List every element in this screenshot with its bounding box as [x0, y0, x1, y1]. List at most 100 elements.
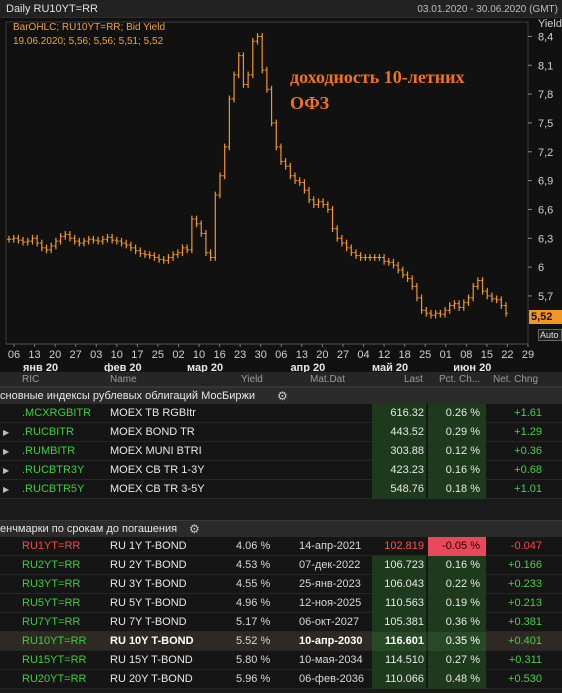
ric-cell[interactable]: RU7YT=RR — [22, 616, 81, 628]
pct-change-cell: 0.16 % — [428, 556, 486, 575]
x-tick-label: 27 — [70, 349, 82, 361]
ric-cell[interactable]: RU20YT=RR — [22, 673, 87, 685]
maturity-cell: 07-дек-2022 — [299, 559, 361, 571]
table-row[interactable]: ▶ .RUMBITR MOEX MUNI BTRI 303.88 0.12 % +0.36 — [0, 442, 562, 461]
group-spacer — [0, 499, 562, 520]
y-axis-title: Yield — [537, 18, 562, 30]
grid-header: RIC Name Yield Mat.Dat Last Pct. Ch... N… — [0, 372, 562, 387]
net-change-cell: +0.166 — [508, 559, 542, 571]
col-ric-header[interactable]: RIC — [22, 374, 40, 385]
yield-cell: 5.17 % — [236, 616, 271, 628]
table-row[interactable]: RU3YT=RR RU 3Y T-BOND 4.55 % 25-янв-2023 106… — [0, 575, 562, 594]
table-row[interactable]: ▶ .RUCBTR5Y MOEX CB TR 3-5Y 548.76 0.18 % +1.… — [0, 480, 562, 499]
name-cell: MOEX CB TR 1-3Y — [110, 464, 205, 476]
x-tick-label: 02 — [172, 349, 184, 361]
name-cell: MOEX MUNI BTRI — [110, 445, 202, 457]
y-tick-label: 6 — [538, 262, 544, 274]
pct-change-cell: 0.29 % — [428, 423, 486, 442]
maturity-cell: 14-апр-2021 — [299, 540, 362, 552]
chart-area[interactable]: 8,4 8,1 7,8 7,5 7,2 6,9 6,6 6,3 6 5,7 06 13 20 27 03 10… — [0, 18, 562, 372]
yield-cell: 5.52 % — [236, 635, 271, 647]
expand-arrow-icon[interactable]: ▶ — [3, 447, 10, 456]
group-header-indices[interactable]: сновные индексы рублевых облигаций МосБи… — [0, 387, 562, 404]
pct-change-cell: 0.19 % — [428, 594, 486, 613]
annotation-line-2: ОФЗ — [290, 93, 330, 113]
maturity-cell: 10-апр-2030 — [299, 635, 363, 647]
last-cell: 443.52 — [372, 423, 426, 442]
pct-change-cell: 0.26 % — [428, 404, 486, 423]
last-cell: 423.23 — [372, 461, 426, 480]
yield-cell: 5.80 % — [236, 654, 271, 666]
table-row[interactable]: ▶ .RUCBITR MOEX BOND TR 443.52 0.29 % +1.29 — [0, 423, 562, 442]
ric-cell[interactable]: RU2YT=RR — [22, 559, 81, 571]
net-change-cell: +1.01 — [514, 483, 542, 495]
col-net-header[interactable]: Net. Chng — [493, 374, 539, 385]
table-row[interactable]: ▶ .RUCBTR3Y MOEX CB TR 1-3Y 423.23 0.16 % +0.… — [0, 461, 562, 480]
pct-change-cell: 0.16 % — [428, 461, 486, 480]
pct-change-cell: 0.27 % — [428, 651, 486, 670]
chart-header: Daily RU10YT=RR 03.01.2020 - 30.06.2020 … — [0, 0, 562, 18]
col-last-header[interactable]: Last — [404, 374, 423, 385]
ric-cell[interactable]: RU10YT=RR — [22, 635, 87, 647]
name-cell: RU 15Y T-BOND — [110, 654, 193, 666]
table-row[interactable]: RU2YT=RR RU 2Y T-BOND 4.53 % 07-дек-2022 106… — [0, 556, 562, 575]
ric-cell[interactable]: RU5YT=RR — [22, 597, 81, 609]
date-range: 03.01.2020 - 30.06.2020 (GMT) — [417, 4, 558, 15]
ric-cell[interactable]: .RUMBITR — [22, 445, 76, 457]
chart-annotation: доходность 10-летних ОФЗ — [290, 64, 464, 116]
group-benchmarks-rows: RU1YT=RR RU 1Y T-BOND 4.06 % 14-апр-2021 102… — [0, 537, 562, 689]
net-change-cell: +0.401 — [508, 635, 542, 647]
table-row[interactable]: RU5YT=RR RU 5Y T-BOND 4.96 % 12-ноя-2025 110… — [0, 594, 562, 613]
gear-icon[interactable]: ⚙ — [189, 522, 200, 536]
table-row[interactable]: RU1YT=RR RU 1Y T-BOND 4.06 % 14-апр-2021 102… — [0, 537, 562, 556]
table-row[interactable]: RU7YT=RR RU 7Y T-BOND 5.17 % 06-окт-2027 105… — [0, 613, 562, 632]
y-tick-label: 7,5 — [538, 118, 553, 130]
pct-change-cell: 0.12 % — [428, 442, 486, 461]
ric-cell[interactable]: .RUCBTR5Y — [22, 483, 85, 495]
y-tick-label: 5,7 — [538, 291, 553, 303]
x-tick-label: 01 — [440, 349, 452, 361]
table-row[interactable]: RU20YT=RR RU 20Y T-BOND 5.96 % 06-фев-2036 1… — [0, 670, 562, 689]
name-cell: RU 5Y T-BOND — [110, 597, 187, 609]
group-header-benchmarks[interactable]: енчмарки по срокам до погашения ⚙ — [0, 520, 562, 537]
col-pct-header[interactable]: Pct. Ch... — [439, 374, 481, 385]
auto-scale-button[interactable]: Auto — [538, 329, 562, 341]
net-change-cell: +0.213 — [508, 597, 542, 609]
table-row[interactable]: RU15YT=RR RU 15Y T-BOND 5.80 % 10-мая-2034 1… — [0, 651, 562, 670]
gear-icon[interactable]: ⚙ — [277, 389, 288, 403]
ric-cell[interactable]: RU15YT=RR — [22, 654, 87, 666]
pct-change-cell: 0.18 % — [428, 480, 486, 499]
ric-cell[interactable]: .RUCBITR — [22, 426, 74, 438]
x-tick-label: 06 — [275, 349, 287, 361]
table-row[interactable]: RU10YT=RR RU 10Y T-BOND 5.52 % 10-апр-2030 1… — [0, 632, 562, 651]
maturity-cell: 12-ноя-2025 — [299, 597, 362, 609]
name-cell: RU 1Y T-BOND — [110, 540, 187, 552]
group-title: енчмарки по срокам до погашения — [0, 523, 178, 535]
yield-cell: 5.96 % — [236, 673, 271, 685]
x-tick-label: 16 — [213, 349, 225, 361]
ric-cell[interactable]: RU3YT=RR — [22, 578, 81, 590]
maturity-cell: 06-окт-2027 — [299, 616, 360, 628]
yield-cell: 4.96 % — [236, 597, 271, 609]
ric-cell[interactable]: .MCXRGBITR — [22, 407, 92, 419]
name-cell: MOEX TB RGBItr — [110, 407, 196, 419]
x-tick-label: 18 — [399, 349, 411, 361]
pct-change-cell: 0.22 % — [428, 575, 486, 594]
ric-cell[interactable]: RU1YT=RR — [22, 540, 81, 552]
col-yield-header[interactable]: Yield — [241, 374, 263, 385]
expand-arrow-icon[interactable]: ▶ — [3, 466, 10, 475]
net-change-cell: +0.233 — [508, 578, 542, 590]
price-chart[interactable]: 8,4 8,1 7,8 7,5 7,2 6,9 6,6 6,3 6 5,7 06 13 20 27 03 10… — [0, 18, 562, 372]
expand-arrow-icon[interactable]: ▶ — [3, 428, 10, 437]
ric-cell[interactable]: .RUCBTR3Y — [22, 464, 85, 476]
maturity-cell: 10-мая-2034 — [299, 654, 363, 666]
net-change-cell: +0.381 — [508, 616, 542, 628]
col-matdat-header[interactable]: Mat.Dat — [310, 374, 346, 385]
last-cell: 105.381 — [372, 613, 426, 632]
y-tick-label: 6,3 — [538, 233, 553, 245]
table-row[interactable]: .MCXRGBITR MOEX TB RGBItr 616.32 0.26 % +1.6… — [0, 404, 562, 423]
last-cell: 106.723 — [372, 556, 426, 575]
expand-arrow-icon[interactable]: ▶ — [3, 485, 10, 494]
x-tick-label: 08 — [460, 349, 472, 361]
col-name-header[interactable]: Name — [110, 374, 137, 385]
